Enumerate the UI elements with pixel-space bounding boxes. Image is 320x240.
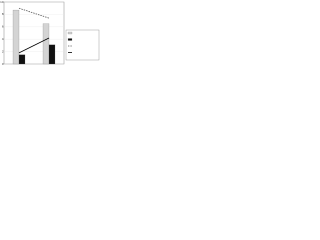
line bbox=[18, 37, 50, 54]
legend-swatch bbox=[67, 38, 73, 41]
y-tick-label: 6 bbox=[2, 25, 4, 29]
y-tick-label: 0 bbox=[2, 62, 4, 66]
legend-swatch bbox=[67, 31, 73, 35]
bar bbox=[18, 54, 26, 65]
page: {"chart_data":{"type":"bar","categories"… bbox=[0, 0, 100, 79]
legend bbox=[65, 29, 100, 61]
y-tick-label: 8 bbox=[2, 12, 4, 16]
bar bbox=[12, 9, 20, 65]
y-tick-label: 10 bbox=[0, 0, 4, 4]
bar bbox=[42, 23, 50, 65]
y-tick-label: 2 bbox=[2, 49, 4, 53]
bar bbox=[48, 44, 56, 65]
chart: 0 2 4 6 8 10 bbox=[0, 0, 100, 66]
y-tick-label: 4 bbox=[2, 37, 4, 41]
line bbox=[18, 7, 50, 19]
